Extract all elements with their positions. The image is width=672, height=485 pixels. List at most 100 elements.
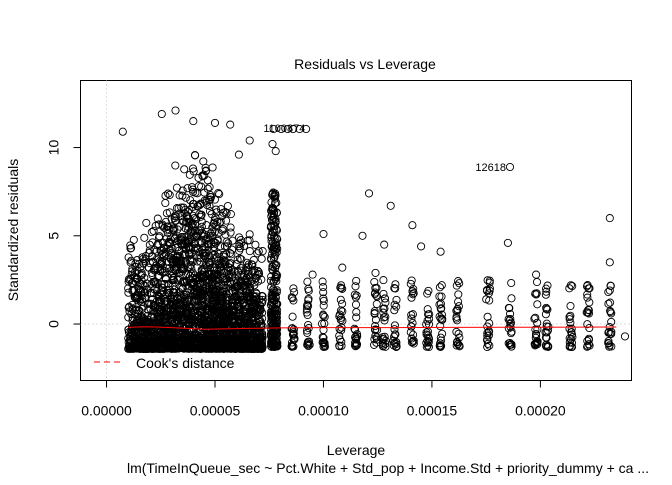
data-point (543, 305, 552, 314)
data-point (179, 344, 189, 353)
data-point (257, 343, 266, 353)
data-point (239, 334, 248, 343)
data-point (154, 220, 163, 229)
data-point (532, 331, 541, 340)
outlier-point (417, 242, 426, 251)
data-point (255, 332, 264, 341)
data-point (435, 292, 444, 301)
data-point (203, 176, 212, 185)
data-point (205, 311, 214, 320)
y-axis-label: Standardized residuals (5, 159, 21, 301)
data-point (165, 225, 174, 234)
data-point (233, 339, 242, 348)
data-point (189, 289, 198, 298)
data-point (215, 260, 224, 269)
data-point (485, 341, 494, 350)
data-point (370, 340, 379, 349)
data-point (169, 311, 178, 320)
data-point (236, 292, 245, 301)
outlier-point (210, 118, 220, 127)
data-point (210, 250, 219, 259)
y-tick-label: 0 (46, 320, 62, 328)
data-point (350, 324, 359, 333)
data-point (319, 310, 328, 319)
data-point (126, 244, 135, 253)
data-point (453, 304, 462, 314)
data-point (272, 240, 281, 249)
data-point (533, 340, 542, 349)
data-point (162, 290, 171, 299)
data-point (370, 335, 379, 344)
data-point (131, 262, 140, 272)
data-point (209, 237, 218, 247)
x-tick-label: 0.00020 (515, 403, 566, 419)
data-point (217, 336, 227, 345)
data-point (214, 344, 224, 353)
outlier-point (118, 127, 127, 136)
data-point (145, 246, 154, 255)
lowess-smooth-line (128, 326, 617, 330)
outlier-point (358, 231, 367, 240)
data-point (206, 341, 215, 350)
data-point (319, 294, 328, 303)
outlier-point (620, 332, 630, 341)
data-point (206, 192, 215, 201)
legend-cooks-distance-label: Cook's distance (136, 355, 235, 371)
data-point (153, 214, 162, 223)
data-point (183, 333, 192, 343)
data-point (370, 289, 380, 299)
data-point (543, 341, 552, 350)
legend: Cook's distance (94, 355, 235, 371)
data-point (129, 235, 138, 244)
data-point (171, 266, 180, 275)
outlier-point (505, 162, 515, 172)
data-point (289, 342, 298, 351)
data-point (272, 277, 281, 286)
data-point (235, 311, 244, 320)
data-point (380, 304, 389, 313)
data-point (435, 341, 444, 350)
data-point (392, 342, 401, 351)
data-point (423, 305, 432, 314)
data-point (435, 300, 444, 309)
data-point (372, 299, 381, 309)
data-point (409, 289, 418, 298)
data-point (237, 238, 246, 247)
data-point (454, 277, 463, 286)
data-point (210, 332, 219, 341)
data-point (128, 300, 137, 309)
data-point (390, 330, 400, 339)
data-point (423, 331, 432, 340)
data-point (289, 325, 298, 334)
data-point (238, 292, 247, 301)
data-point (216, 316, 225, 325)
data-point (169, 255, 178, 264)
data-point (605, 342, 614, 351)
data-point (507, 278, 516, 288)
data-point (216, 271, 225, 280)
data-point (303, 300, 312, 309)
data-point (304, 320, 313, 330)
data-point (507, 294, 516, 303)
outlier-point (351, 300, 361, 309)
data-point (218, 287, 227, 296)
data-point (380, 332, 389, 341)
data-point (272, 286, 281, 295)
data-point (140, 320, 149, 329)
data-point (273, 235, 282, 244)
data-point (507, 327, 516, 336)
data-point (406, 279, 415, 288)
data-point (208, 227, 217, 236)
data-point (192, 321, 201, 330)
data-point (124, 275, 133, 284)
data-point (209, 296, 218, 305)
outlier-point (271, 147, 280, 156)
data-point (151, 331, 160, 340)
outlier-point (319, 229, 328, 239)
data-point (139, 343, 148, 352)
data-point (184, 314, 193, 323)
data-point (370, 277, 379, 287)
data-point (186, 227, 195, 236)
data-point (177, 259, 186, 268)
